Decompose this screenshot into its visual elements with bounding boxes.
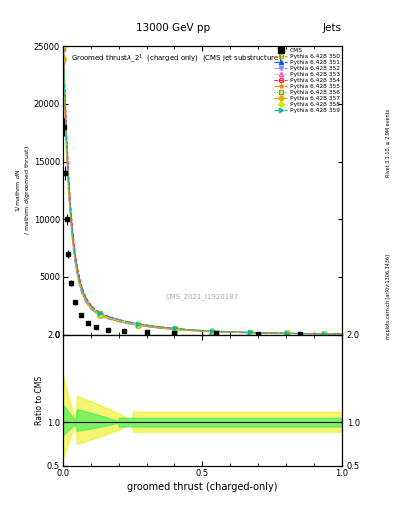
Text: Jets: Jets <box>323 23 342 33</box>
Y-axis label: Ratio to CMS: Ratio to CMS <box>35 376 44 425</box>
Text: mcplots.cern.ch [arXiv:1306.3436]: mcplots.cern.ch [arXiv:1306.3436] <box>386 254 391 339</box>
Text: 13000 GeV pp: 13000 GeV pp <box>136 23 210 33</box>
Y-axis label: 1/mathrm $d$N
/ mathrm $d$(groomed thrust): 1/mathrm $d$N / mathrm $d$(groomed thrus… <box>14 145 33 236</box>
Legend: CMS, Pythia 6.428 350, Pythia 6.428 351, Pythia 6.428 352, Pythia 6.428 353, Pyt: CMS, Pythia 6.428 350, Pythia 6.428 351,… <box>274 48 340 114</box>
Text: Rivet 3.1.10, ≥ 2.9M events: Rivet 3.1.10, ≥ 2.9M events <box>386 109 391 178</box>
Text: CMS_2021_I1920187: CMS_2021_I1920187 <box>166 293 239 300</box>
Text: Groomed thrust$\lambda\_2^1$  (charged only)  (CMS jet substructure): Groomed thrust$\lambda\_2^1$ (charged on… <box>71 52 283 65</box>
X-axis label: groomed thrust (charged-only): groomed thrust (charged-only) <box>127 482 277 492</box>
